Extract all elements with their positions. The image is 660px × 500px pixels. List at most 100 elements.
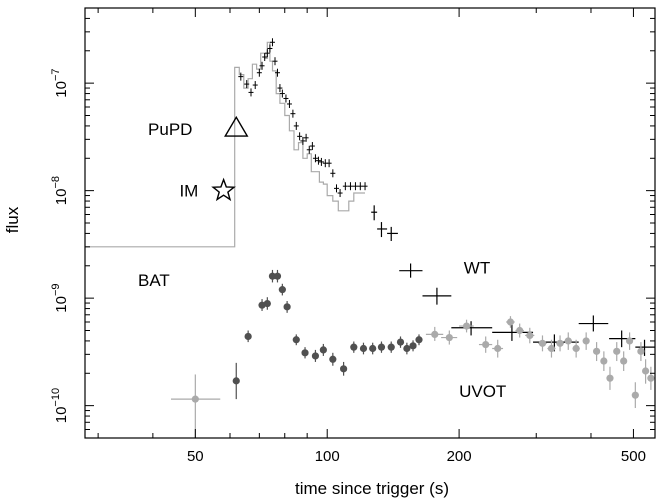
point-uvot xyxy=(232,362,240,400)
point-uvot xyxy=(278,283,286,296)
y-tick-label: 10−7 xyxy=(50,68,70,97)
point-uvot xyxy=(606,366,614,390)
point-wt xyxy=(422,287,452,305)
point-bat xyxy=(306,145,312,154)
point-uvot xyxy=(582,332,590,350)
point-uvot xyxy=(377,341,386,353)
data-dot xyxy=(359,344,368,353)
point-bat xyxy=(256,68,262,77)
y-tick-label: 10−8 xyxy=(50,176,70,205)
data-dot xyxy=(494,344,502,353)
series-uvot-3 xyxy=(170,316,655,438)
point-uvot xyxy=(319,343,327,356)
point-uvot xyxy=(625,332,634,350)
marker-pupd-triangle xyxy=(224,115,249,137)
data-dot xyxy=(506,318,515,326)
point-bat xyxy=(259,61,265,70)
point-bat xyxy=(277,84,283,93)
point-uvot xyxy=(359,342,368,355)
point-wt xyxy=(371,205,378,221)
series-uvot-2 xyxy=(232,269,423,400)
x-tick-label: 500 xyxy=(621,448,646,465)
labels: time since trigger (s) flux PuPD IM BAT WT U… xyxy=(3,120,506,498)
data-dot xyxy=(431,330,439,338)
data-dot xyxy=(350,343,358,351)
data-dot xyxy=(445,333,453,342)
data-dot xyxy=(273,272,282,280)
data-dot xyxy=(403,344,411,353)
point-uvot xyxy=(506,316,515,328)
point-uvot xyxy=(311,349,320,362)
point-uvot xyxy=(369,342,377,355)
point-uvot xyxy=(572,339,580,358)
point-uvot xyxy=(329,352,337,366)
point-bat xyxy=(357,182,363,191)
point-uvot xyxy=(396,336,405,348)
marker-im-star xyxy=(211,177,236,202)
point-bat xyxy=(279,89,285,98)
data-dot xyxy=(538,339,547,347)
data-dot xyxy=(606,374,614,382)
point-wt xyxy=(451,321,493,336)
data-dot xyxy=(547,344,556,353)
point-bat xyxy=(283,94,289,103)
point-bat xyxy=(326,159,332,168)
data-dot xyxy=(301,349,309,357)
series-bat-0 xyxy=(238,38,368,198)
point-bat xyxy=(248,88,254,97)
data-dot xyxy=(377,343,386,351)
y-tick-label: 10−10 xyxy=(50,388,70,423)
data-dot xyxy=(572,344,580,353)
point-bat xyxy=(315,156,321,165)
annotation-bat: BAT xyxy=(138,271,170,290)
data-dot xyxy=(462,322,471,330)
annotation-uvot: UVOT xyxy=(459,382,506,401)
data-dot xyxy=(244,332,252,341)
plot-area xyxy=(85,38,655,438)
point-wt xyxy=(635,339,655,356)
point-uvot xyxy=(637,342,645,362)
point-uvot xyxy=(547,339,556,358)
bat-model-line xyxy=(85,41,365,248)
point-uvot xyxy=(647,366,655,390)
point-bat xyxy=(312,154,318,163)
data-dot xyxy=(319,346,327,354)
data-dot xyxy=(526,331,534,340)
data-dot xyxy=(620,357,628,365)
data-dot xyxy=(556,339,564,347)
point-bat xyxy=(297,132,303,141)
point-bat xyxy=(337,189,343,198)
data-dot xyxy=(268,272,277,280)
x-axis-title: time since trigger (s) xyxy=(295,479,449,498)
point-bat xyxy=(293,121,299,130)
data-dot xyxy=(387,343,395,351)
annotation-wt: WT xyxy=(464,258,490,277)
point-bat xyxy=(238,72,244,81)
plot-frame xyxy=(84,7,656,439)
point-uvot xyxy=(409,340,417,352)
data-dot xyxy=(232,377,240,385)
point-wt xyxy=(377,222,388,238)
point-uvot xyxy=(340,361,348,376)
point-bat xyxy=(264,49,270,58)
data-dot xyxy=(369,344,377,353)
point-bat xyxy=(269,38,275,47)
point-uvot xyxy=(415,334,423,346)
data-dot xyxy=(600,357,608,365)
data-dot xyxy=(396,338,405,346)
point-uvot xyxy=(403,342,411,355)
series-wt-1 xyxy=(371,205,655,356)
x-tick-label: 100 xyxy=(315,448,340,465)
data-dot xyxy=(263,299,271,308)
point-bat xyxy=(290,109,296,118)
point-uvot xyxy=(613,342,621,362)
point-bat xyxy=(300,136,306,145)
point-bat xyxy=(347,182,353,191)
y-axis-title: flux xyxy=(3,206,22,233)
data-dot xyxy=(637,347,645,355)
point-bat xyxy=(244,80,250,89)
annotation-pupd: PuPD xyxy=(148,120,192,139)
y-tick-label: 10−9 xyxy=(50,283,70,312)
point-uvot xyxy=(263,297,271,310)
